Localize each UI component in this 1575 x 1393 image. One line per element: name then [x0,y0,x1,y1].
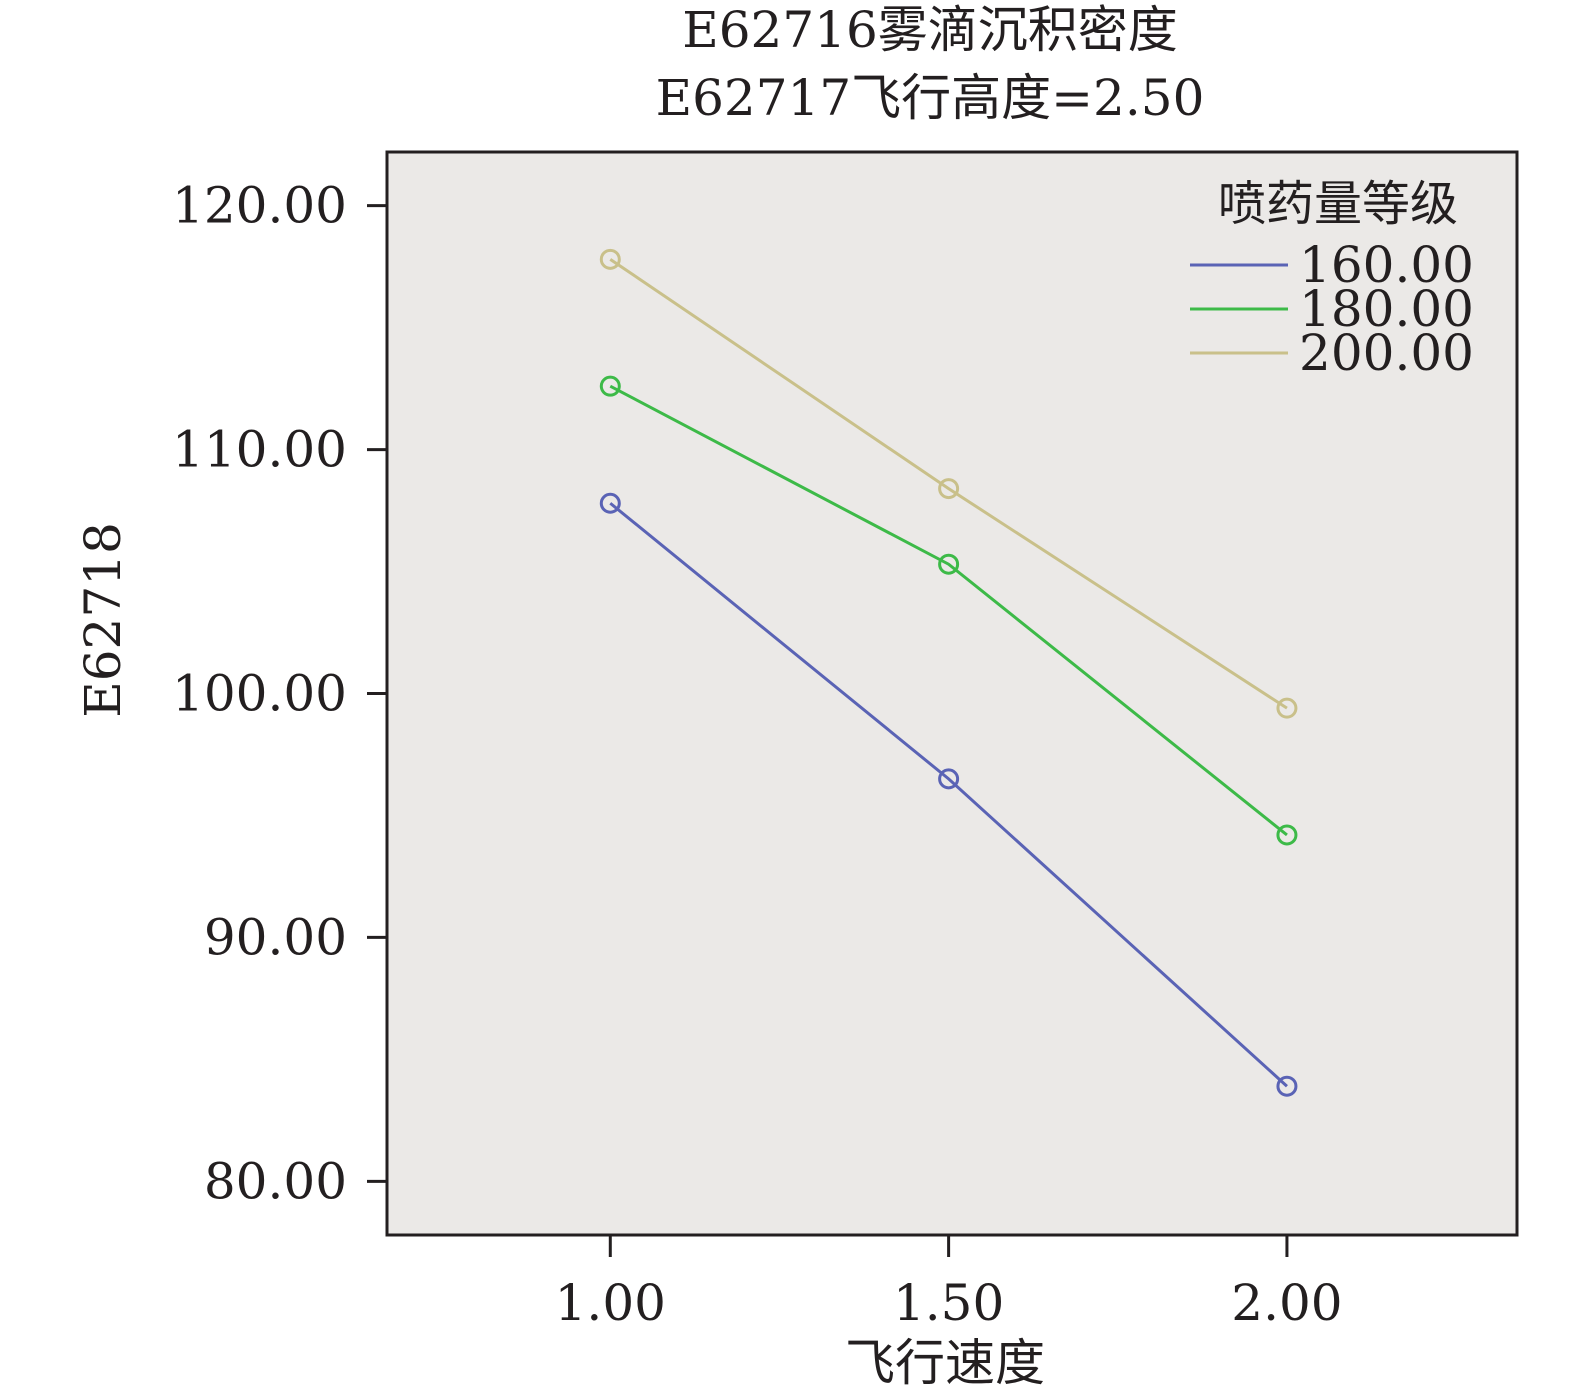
chart-title: E62716雾滴沉积密度 [682,1,1178,59]
x-tick-label: 1.50 [893,1274,1004,1332]
legend-title: 喷药量等级 [1218,176,1458,232]
data-point [1276,697,1298,719]
y-axis-label: E62718 [74,522,132,718]
data-point [599,375,621,397]
chart-subtitle: E62717飞行高度=2.50 [656,69,1205,127]
series-line [609,384,1288,837]
series-200.00 [599,248,1298,719]
legend-label: 200.00 [1299,324,1474,382]
x-axis-label: 飞行速度 [845,1334,1045,1392]
series-layer [599,248,1298,1097]
data-point [938,478,960,500]
x-tick-label: 2.00 [1231,1274,1342,1332]
legend-label: 160.00 [1299,236,1474,294]
y-tick-label: 110.00 [172,421,347,479]
data-point [938,553,960,575]
legend-label: 180.00 [1299,280,1474,338]
data-point [938,768,960,790]
series-line [609,258,1288,710]
series-line [609,502,1288,1088]
y-tick-label: 100.00 [172,665,347,723]
y-axis: 80.00 90.00 100.00 110.00 120.00 [172,177,387,1210]
data-point [1276,1075,1298,1097]
data-point [599,492,621,514]
x-axis: 1.00 1.50 2.00 [555,1235,1343,1332]
data-point [1276,824,1298,846]
y-tick-label: 80.00 [204,1152,347,1210]
series-180.00 [599,375,1298,846]
series-160.00 [599,492,1298,1097]
x-tick-label: 1.00 [555,1274,666,1332]
y-tick-label: 120.00 [172,177,347,235]
data-point [599,248,621,270]
plot-area [385,150,1519,1237]
y-tick-label: 90.00 [204,908,347,966]
